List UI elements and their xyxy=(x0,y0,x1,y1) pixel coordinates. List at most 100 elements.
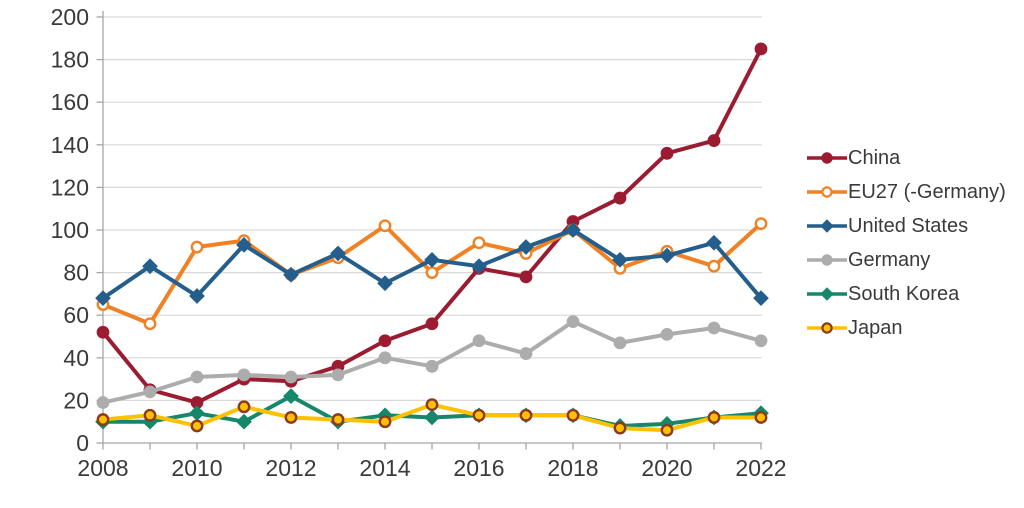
data-point-marker xyxy=(189,405,205,422)
series-united-states xyxy=(95,222,769,307)
legend-item-germany: Germany xyxy=(806,243,1006,277)
data-point-marker xyxy=(425,317,439,331)
data-point-marker xyxy=(754,42,768,56)
data-point-marker xyxy=(284,370,298,384)
legend-line-marker-icon xyxy=(806,286,848,302)
data-point-marker xyxy=(377,275,393,292)
data-point-marker xyxy=(472,408,486,422)
data-point-marker xyxy=(613,191,627,205)
data-point-marker xyxy=(706,234,722,251)
data-point-marker xyxy=(331,413,345,426)
data-point-marker xyxy=(424,409,440,426)
y-axis-tick-label: 20 xyxy=(63,387,89,413)
data-point-marker xyxy=(519,270,533,284)
data-point-marker xyxy=(142,258,158,275)
data-point-marker xyxy=(96,413,110,426)
data-point-marker xyxy=(96,325,110,339)
data-point-marker xyxy=(519,408,533,422)
series-japan xyxy=(96,398,768,437)
data-point-marker xyxy=(143,317,157,331)
data-point-marker xyxy=(472,334,486,348)
legend-marker xyxy=(820,219,834,233)
data-point-marker xyxy=(519,347,533,360)
legend-label: China xyxy=(848,146,901,169)
data-point-marker xyxy=(565,222,581,238)
legend-line-marker-icon xyxy=(806,184,848,200)
data-point-marker xyxy=(613,336,627,350)
legend-label: South Korea xyxy=(848,282,960,305)
data-point-marker xyxy=(424,251,440,268)
legend-line-marker-icon xyxy=(806,150,848,166)
y-axis-tick-label: 120 xyxy=(51,174,89,200)
data-point-marker xyxy=(237,400,251,414)
data-point-marker xyxy=(283,388,299,405)
legend-label: United States xyxy=(848,214,969,237)
data-point-marker xyxy=(660,327,674,341)
x-axis-tick-label: 2012 xyxy=(265,455,316,481)
y-axis-tick-label: 80 xyxy=(63,260,89,286)
data-point-marker xyxy=(189,288,205,304)
legend-item-japan: Japan xyxy=(806,311,1006,345)
chart-legend: China EU27 (-Germany) United States Germ… xyxy=(806,141,1006,345)
series-germany xyxy=(96,315,768,409)
data-point-marker xyxy=(96,396,110,409)
data-point-marker xyxy=(330,245,346,262)
data-point-marker xyxy=(284,411,298,424)
data-point-marker xyxy=(613,421,627,435)
y-axis-tick-label: 160 xyxy=(51,89,89,115)
data-point-marker xyxy=(754,334,768,348)
data-point-marker xyxy=(707,259,721,273)
series-eu27-germany xyxy=(96,217,768,331)
y-axis-tick-label: 100 xyxy=(51,217,89,243)
data-point-marker xyxy=(566,408,580,422)
data-point-marker xyxy=(659,247,675,264)
legend-item-united-states: United States xyxy=(806,209,1006,243)
x-axis-tick-label: 2020 xyxy=(641,455,692,481)
data-point-marker xyxy=(660,423,674,437)
data-point-marker xyxy=(754,411,768,424)
legend-line-marker-icon xyxy=(806,218,848,234)
legend-label: EU27 (-Germany) xyxy=(848,180,1006,203)
legend-label: Japan xyxy=(848,316,903,339)
x-axis-tick-label: 2014 xyxy=(359,455,410,481)
legend-line-marker-icon xyxy=(806,320,848,336)
data-point-marker xyxy=(378,334,392,348)
data-point-marker xyxy=(425,359,439,373)
legend-marker xyxy=(821,152,833,164)
data-point-marker xyxy=(236,237,252,253)
legend-line-marker-icon xyxy=(806,252,848,268)
data-point-marker xyxy=(95,290,111,307)
data-point-marker xyxy=(190,419,204,433)
data-point-marker xyxy=(190,240,204,254)
data-point-marker xyxy=(707,321,721,335)
data-point-marker xyxy=(331,368,345,382)
data-point-marker xyxy=(283,266,299,283)
legend-marker xyxy=(821,254,833,266)
data-point-marker xyxy=(753,290,769,307)
data-point-marker xyxy=(566,315,580,328)
y-axis-tick-label: 0 xyxy=(76,430,89,456)
x-axis-tick-label: 2008 xyxy=(77,455,128,481)
data-point-marker xyxy=(472,236,486,250)
x-axis-tick-label: 2010 xyxy=(171,455,222,481)
data-point-marker xyxy=(707,411,721,424)
y-axis-tick-label: 200 xyxy=(51,4,89,30)
x-axis-tick-label: 2016 xyxy=(453,455,504,481)
y-axis-tick-label: 140 xyxy=(51,132,89,158)
data-point-marker xyxy=(143,408,157,422)
legend-item-south-korea: South Korea xyxy=(806,277,1006,311)
x-axis-tick-label: 2018 xyxy=(547,455,598,481)
data-point-marker xyxy=(471,258,487,275)
x-axis-tick-label: 2022 xyxy=(735,455,786,481)
legend-item-eu27: EU27 (-Germany) xyxy=(806,175,1006,209)
data-point-marker xyxy=(378,219,392,233)
y-axis-tick-label: 60 xyxy=(63,302,89,328)
data-point-marker xyxy=(378,351,392,365)
legend-marker xyxy=(821,322,833,334)
data-point-marker xyxy=(612,251,628,268)
legend-marker xyxy=(820,287,834,301)
data-point-marker xyxy=(236,413,252,430)
data-point-marker xyxy=(143,385,157,399)
